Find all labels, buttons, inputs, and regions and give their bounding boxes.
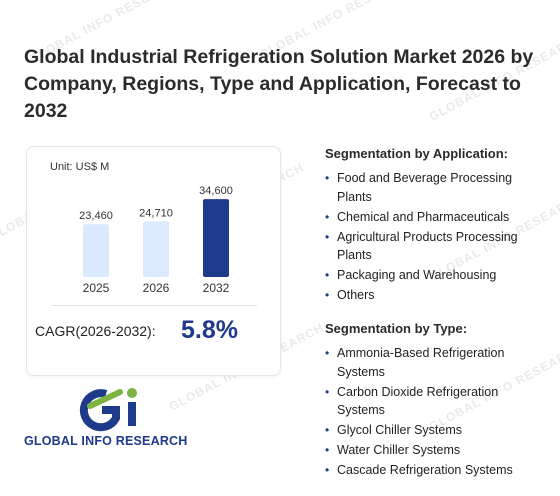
list-item: Agricultural Products Processing Plants: [325, 228, 545, 265]
list-item: Ammonia-Based Refrigeration Systems: [325, 344, 545, 381]
type-list: Ammonia-Based Refrigeration SystemsCarbo…: [325, 344, 545, 480]
segmentation-application-heading: Segmentation by Application:: [325, 146, 508, 161]
cagr-value: 5.8%: [181, 316, 238, 344]
list-item: Glycol Chiller Systems: [325, 421, 545, 440]
value-label-2025: 23,460: [79, 210, 113, 222]
bar-2032: [203, 199, 229, 277]
gi-logo-icon: [79, 388, 137, 432]
category-label-2025: 2025: [83, 281, 110, 295]
list-item: Chemical and Pharmaceuticals: [325, 208, 545, 227]
divider: [51, 305, 257, 306]
value-label-2032: 34,600: [199, 185, 233, 197]
list-item: Others: [325, 286, 545, 305]
list-item: Cascade Refrigeration Systems: [325, 461, 545, 480]
category-label-2032: 2032: [203, 281, 230, 295]
company-logo: GLOBAL INFO RESEARCH: [24, 386, 194, 450]
value-label-2026: 24,710: [139, 207, 173, 219]
list-item: Packaging and Warehousing: [325, 266, 545, 285]
segmentation-type-heading: Segmentation by Type:: [325, 321, 468, 336]
market-bar-chart: 23,460 2025 24,710 2026 34,600 2032: [79, 185, 233, 295]
application-list: Food and Beverage Processing Plants Chemi…: [325, 169, 545, 305]
bar-2025: [83, 224, 109, 277]
cagr-label: CAGR(2026-2032):: [35, 323, 156, 339]
segmentation-application: Segmentation by Application: Food and Be…: [325, 146, 545, 306]
logo-text: GLOBAL INFO RESEARCH: [24, 434, 188, 448]
page-title: Global Industrial Refrigeration Solution…: [24, 46, 534, 122]
list-item: Water Chiller Systems: [325, 441, 545, 460]
bar-2026: [143, 221, 169, 277]
category-label-2026: 2026: [143, 281, 170, 295]
list-item: Carbon Dioxide Refrigeration Systems: [325, 383, 545, 420]
market-chart-card: Unit: US$ M 23,460 2025 24,710 2026 34,600 20…: [26, 146, 281, 376]
list-item: Food and Beverage Processing Plants: [325, 169, 545, 206]
segmentation-type: Segmentation by Type: Ammonia-Based Refr…: [325, 321, 545, 481]
chart-unit-label: Unit: US$ M: [50, 161, 110, 173]
